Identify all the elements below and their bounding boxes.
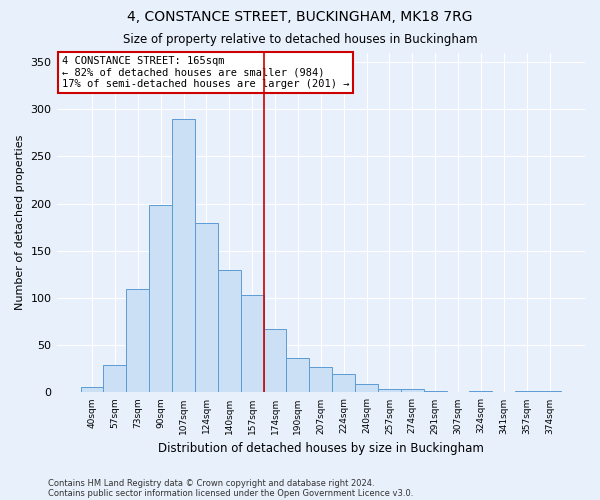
Bar [378,388,401,392]
Bar [127,288,149,393]
Text: Contains HM Land Registry data © Crown copyright and database right 2024.: Contains HM Land Registry data © Crown c… [48,478,374,488]
Text: Contains public sector information licensed under the Open Government Licence v3: Contains public sector information licen… [48,488,413,498]
Text: 4, CONSTANCE STREET, BUCKINGHAM, MK18 7RG: 4, CONSTANCE STREET, BUCKINGHAM, MK18 7R… [127,10,473,24]
Bar [286,358,310,392]
Bar [149,206,172,392]
Bar [80,387,103,392]
Bar [310,367,332,392]
Bar [401,388,424,392]
Bar [332,374,355,392]
Bar [103,365,127,392]
Bar [355,384,378,392]
Bar [172,118,195,392]
Bar [241,295,263,392]
Bar [538,390,561,392]
X-axis label: Distribution of detached houses by size in Buckingham: Distribution of detached houses by size … [158,442,484,455]
Text: 4 CONSTANCE STREET: 165sqm
← 82% of detached houses are smaller (984)
17% of sem: 4 CONSTANCE STREET: 165sqm ← 82% of deta… [62,56,349,89]
Text: Size of property relative to detached houses in Buckingham: Size of property relative to detached ho… [122,32,478,46]
Y-axis label: Number of detached properties: Number of detached properties [15,135,25,310]
Bar [263,329,286,392]
Bar [218,270,241,392]
Bar [195,224,218,392]
